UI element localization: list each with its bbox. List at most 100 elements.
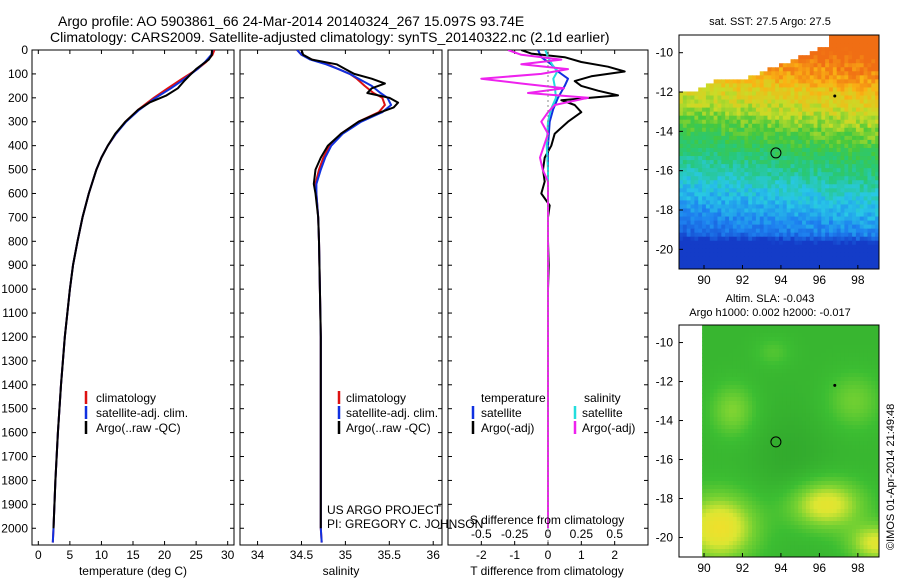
legend-label-satellite-adj: satellite-adj. clim. bbox=[96, 406, 188, 420]
difference-xlabel-salinity: S difference from climatology bbox=[470, 513, 625, 527]
x-tick-label: 25 bbox=[189, 548, 203, 562]
salinity-xlabel: salinity bbox=[323, 564, 360, 578]
x-tick-label: 20 bbox=[158, 548, 172, 562]
series-line-climatology bbox=[296, 50, 386, 543]
map-y-tick-label: -16 bbox=[656, 453, 674, 467]
sla-map-title: Altim. SLA: -0.043 bbox=[726, 293, 815, 305]
y-tick-label: 200 bbox=[8, 91, 28, 105]
y-tick-label: 1500 bbox=[1, 402, 28, 416]
x-tick-label-salinity: -0.25 bbox=[501, 527, 529, 541]
salinity-axes bbox=[239, 49, 443, 546]
map-x-tick-label: 90 bbox=[697, 561, 711, 575]
map-x-tick-label: 92 bbox=[736, 273, 750, 287]
map-x-tick-label: 94 bbox=[774, 561, 788, 575]
sst-map-title: sat. SST: 27.5 Argo: 27.5 bbox=[709, 16, 831, 28]
x-tick-label: 30 bbox=[221, 548, 235, 562]
title-line-2: Climatology: CARS2009. Satellite-adjuste… bbox=[50, 29, 610, 45]
map-y-tick-label: -20 bbox=[656, 531, 674, 545]
x-tick-label: 2 bbox=[611, 548, 618, 562]
series-line-argo-raw-qc- bbox=[52, 50, 213, 529]
sst-map-axes bbox=[678, 34, 880, 270]
difference-legend: temperature salinity satellite Argo(-adj… bbox=[471, 391, 635, 435]
y-tick-label: 100 bbox=[8, 67, 28, 81]
map-y-tick-label: -14 bbox=[656, 124, 674, 138]
y-tick-label: 400 bbox=[8, 139, 28, 153]
sst-map-ticks: 90 92 94 96 98 -10 -12 -14 -16 -18 -20 bbox=[656, 46, 865, 287]
sla-map-subtitle: Argo h1000: 0.002 h2000: -0.017 bbox=[689, 307, 850, 319]
series-line-s-argo bbox=[480, 50, 589, 529]
map-y-tick-label: -18 bbox=[656, 492, 674, 506]
y-tick-label: 1900 bbox=[1, 497, 28, 511]
y-tick-label: 1800 bbox=[1, 473, 28, 487]
series-line-satellite-adj-clim- bbox=[51, 50, 214, 543]
y-tick-label: 1700 bbox=[1, 450, 28, 464]
temperature-xlabel: temperature (deg C) bbox=[79, 564, 187, 578]
y-tick-label: 1200 bbox=[1, 330, 28, 344]
legend-header-temperature: temperature bbox=[481, 391, 546, 405]
x-tick-label-salinity: -0.5 bbox=[471, 527, 492, 541]
series-line-t-satellite bbox=[537, 50, 569, 529]
temperature-series bbox=[51, 50, 216, 543]
temperature-legend: climatology satellite-adj. clim. Argo(..… bbox=[84, 391, 188, 435]
x-tick-label: -1 bbox=[509, 548, 520, 562]
legend-label-s-satellite: satellite bbox=[582, 406, 623, 420]
x-tick-label: 35.5 bbox=[378, 548, 402, 562]
map-y-tick-label: -12 bbox=[656, 85, 674, 99]
map-x-tick-label: 96 bbox=[813, 561, 827, 575]
sla-heatmap bbox=[702, 325, 879, 557]
x-tick-label: 1 bbox=[578, 548, 585, 562]
y-tick-label: 2000 bbox=[1, 521, 28, 535]
y-tick-label: 1100 bbox=[2, 306, 28, 320]
sla-map-axes bbox=[678, 324, 880, 558]
series-line-t-argo bbox=[520, 50, 626, 529]
x-tick-label: 0 bbox=[35, 548, 42, 562]
map-x-tick-label: 96 bbox=[813, 273, 827, 287]
imos-timestamp: ©IMOS 01-Apr-2014 21:49:48 bbox=[885, 404, 897, 550]
legend-label-t-satellite: satellite bbox=[481, 406, 522, 420]
legend-label-s-argo: Argo(-adj) bbox=[582, 421, 635, 435]
x-tick-label: 34.5 bbox=[290, 548, 314, 562]
map-y-tick-label: -18 bbox=[656, 203, 674, 217]
previous-position-marker bbox=[833, 94, 837, 98]
sst-heatmap bbox=[679, 35, 879, 269]
map-x-tick-label: 90 bbox=[697, 273, 711, 287]
argo-position-marker bbox=[770, 147, 782, 159]
map-x-tick-label: 98 bbox=[851, 273, 865, 287]
map-y-tick-label: -12 bbox=[656, 375, 674, 389]
x-tick-label: 34 bbox=[251, 548, 265, 562]
y-tick-label: 1300 bbox=[1, 354, 28, 368]
x-tick-label: 0 bbox=[545, 548, 552, 562]
salinity-legend: climatology satellite-adj. clim. Argo(..… bbox=[327, 391, 483, 531]
legend-label-argo: Argo(..raw -QC) bbox=[96, 421, 181, 435]
temperature-ticks: 0 5 10 15 20 25 300100200300400500600700800900… bbox=[1, 43, 234, 562]
y-tick-label: 1400 bbox=[1, 378, 28, 392]
salinity-ticks: 34 34.5 35 35.5 36 bbox=[240, 49, 442, 562]
map-y-tick-label: -16 bbox=[656, 164, 674, 178]
x-tick-label: -2 bbox=[476, 548, 487, 562]
legend-label-climatology: climatology bbox=[346, 391, 406, 405]
x-tick-label: 15 bbox=[126, 548, 140, 562]
pi-annotation: PI: GREGORY C. JOHNSON bbox=[327, 517, 483, 531]
y-tick-label: 1600 bbox=[1, 426, 28, 440]
y-tick-label: 600 bbox=[8, 186, 28, 200]
series-line-climatology bbox=[51, 50, 216, 543]
legend-header-salinity: salinity bbox=[584, 391, 621, 405]
y-tick-label: 700 bbox=[8, 210, 28, 224]
sla-map-ticks: 90 92 94 96 98 -10 -12 -14 -16 -18 -20 bbox=[656, 336, 865, 575]
x-tick-label: 35 bbox=[339, 548, 353, 562]
project-annotation: US ARGO PROJECT bbox=[327, 503, 442, 517]
y-tick-label: 800 bbox=[8, 234, 28, 248]
y-tick-label: 300 bbox=[8, 115, 28, 129]
y-tick-label: 1000 bbox=[1, 282, 28, 296]
legend-label-argo: Argo(..raw -QC) bbox=[346, 421, 431, 435]
difference-xlabel: T difference from climatology bbox=[470, 564, 624, 578]
legend-label-satellite-adj: satellite-adj. clim. bbox=[346, 406, 438, 420]
salinity-series bbox=[296, 50, 400, 543]
x-tick-label-salinity: 0.25 bbox=[570, 527, 594, 541]
legend-label-t-argo: Argo(-adj) bbox=[481, 421, 534, 435]
map-x-tick-label: 98 bbox=[851, 561, 865, 575]
y-tick-label: 0 bbox=[21, 43, 28, 57]
difference-series bbox=[480, 50, 626, 545]
x-tick-label: 10 bbox=[95, 548, 109, 562]
